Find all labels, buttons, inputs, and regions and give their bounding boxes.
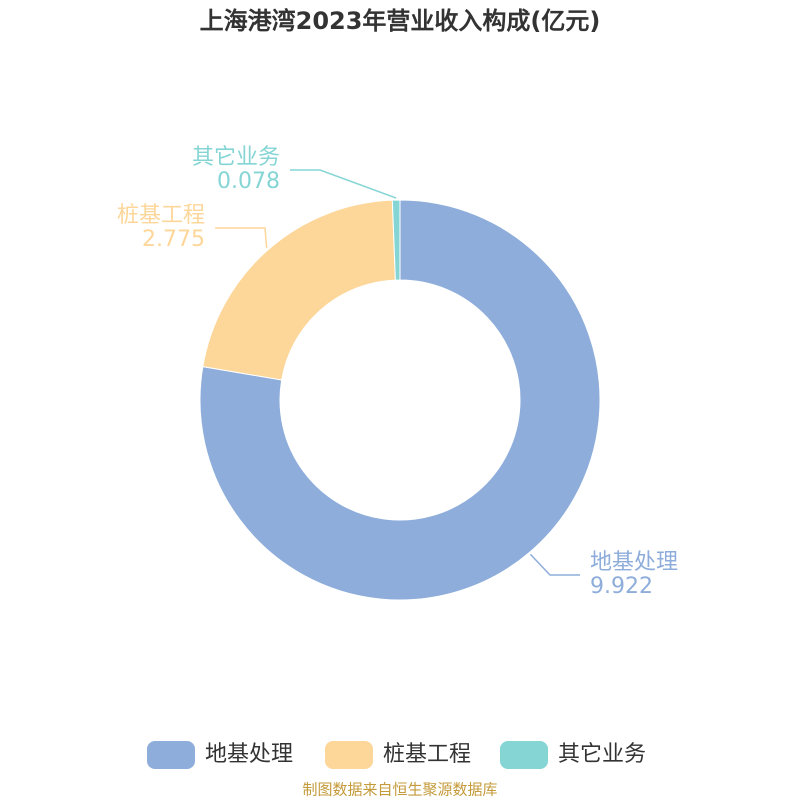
source-note: 制图数据来自恒生聚源数据库 [302,781,497,799]
legend-label: 地基处理 [205,742,293,767]
slice-label: 其它业务 [192,145,280,170]
donut-slice [391,199,401,281]
chart-title: 上海港湾2023年营业收入构成(亿元) [200,7,601,35]
donut-slice [202,199,396,381]
donut-slice [199,199,601,601]
slice-label: 地基处理 [590,550,678,575]
legend-swatch [500,741,548,769]
slice-value: 0.078 [217,169,280,194]
leader-line [215,227,268,249]
slice-value: 9.922 [590,574,653,599]
slice-value: 2.775 [142,227,205,252]
leader-line [290,169,397,199]
leader-line [529,553,580,576]
legend-label: 桩基工程 [383,742,471,767]
legend-swatch [325,741,373,769]
legend-swatch [147,741,195,769]
legend-label: 其它业务 [558,742,646,767]
slice-label: 桩基工程 [117,203,205,228]
